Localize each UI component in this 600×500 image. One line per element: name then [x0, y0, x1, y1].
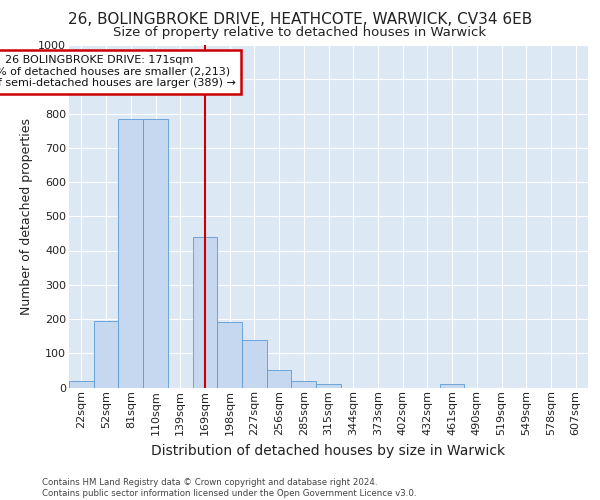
- Bar: [118, 118, 143, 388]
- Y-axis label: Number of detached properties: Number of detached properties: [20, 118, 32, 315]
- Bar: [143, 118, 168, 388]
- Text: Contains HM Land Registry data © Crown copyright and database right 2024.
Contai: Contains HM Land Registry data © Crown c…: [42, 478, 416, 498]
- Text: Size of property relative to detached houses in Warwick: Size of property relative to detached ho…: [113, 26, 487, 39]
- Bar: [94, 320, 118, 388]
- Bar: [267, 370, 292, 388]
- Bar: [316, 384, 341, 388]
- Text: 26 BOLINGBROKE DRIVE: 171sqm
← 85% of detached houses are smaller (2,213)
15% of: 26 BOLINGBROKE DRIVE: 171sqm ← 85% of de…: [0, 56, 236, 88]
- Bar: [69, 382, 94, 388]
- Text: 26, BOLINGBROKE DRIVE, HEATHCOTE, WARWICK, CV34 6EB: 26, BOLINGBROKE DRIVE, HEATHCOTE, WARWIC…: [68, 12, 532, 28]
- Bar: [217, 322, 242, 388]
- Bar: [440, 384, 464, 388]
- Bar: [242, 340, 267, 388]
- Bar: [193, 237, 217, 388]
- Bar: [292, 380, 316, 388]
- X-axis label: Distribution of detached houses by size in Warwick: Distribution of detached houses by size …: [151, 444, 506, 458]
